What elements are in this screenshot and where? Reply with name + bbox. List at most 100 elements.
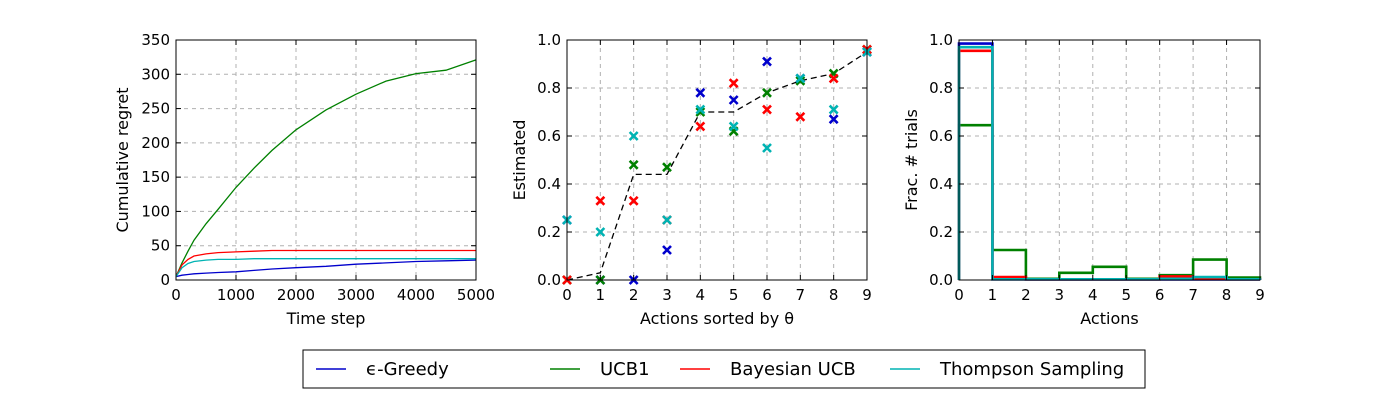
plot-frame [958, 39, 1261, 281]
plot-frame [566, 39, 868, 281]
x-tick-label: 4 [1088, 286, 1098, 304]
y-tick-label: 350 [141, 31, 170, 49]
scatter-point-epsilon_greedy [828, 114, 839, 125]
y-tick-label: 1.0 [929, 31, 953, 49]
scatter-point-thompson [662, 215, 672, 225]
x-tick-label: 9 [862, 286, 872, 304]
scatter-point-bayesian_ucb [828, 73, 839, 84]
legend-item-bayesian_ucb: Bayesian UCB [680, 359, 856, 380]
histogram-step-ucb1 [957, 123, 1262, 281]
scatter-point-thompson [595, 227, 606, 237]
x-tick-label: 2 [629, 286, 639, 304]
series-points-thompson [562, 47, 872, 237]
series-line-bayesian_ucb [175, 249, 476, 277]
x-tick-label: 2000 [277, 286, 315, 304]
y-tick-label: 50 [151, 237, 170, 255]
true-theta-line [566, 51, 868, 281]
x-tick-label: 6 [762, 286, 772, 304]
scatter-point-bayesian_ucb [628, 195, 639, 206]
scatter-point-thompson [762, 143, 772, 153]
x-tick-label: 7 [1188, 286, 1198, 304]
legend-label-ucb1: UCB1 [600, 359, 650, 380]
y-tick-label: 0.4 [929, 175, 953, 193]
y-tick-label: 150 [141, 168, 170, 186]
scatter-point-thompson [695, 104, 706, 115]
y-tick-label: 0.0 [537, 271, 561, 289]
scatter-point-epsilon_greedy [695, 87, 706, 98]
y-tick-label: 0.6 [929, 127, 953, 145]
y-tick-label: 200 [141, 134, 170, 152]
scatter-point-ucb1 [662, 162, 672, 173]
x-axis-label: Time step [286, 309, 366, 328]
x-axis-label: Actions [1080, 309, 1138, 328]
scatter-point-thompson [795, 73, 806, 84]
histogram-step-thompson [957, 45, 1262, 281]
plot-frame [175, 39, 477, 281]
legend-label-bayesian_ucb: Bayesian UCB [730, 359, 856, 380]
x-axis-label: Actions sorted by θ [640, 309, 794, 328]
series-line-epsilon_greedy [175, 259, 477, 278]
scatter-point-ucb1 [795, 75, 806, 86]
y-tick-label: 1.0 [537, 31, 561, 49]
x-tick-label: 4000 [397, 286, 435, 304]
scatter-point-epsilon_greedy [762, 56, 772, 67]
y-axis-label: Estimated [510, 120, 529, 201]
x-tick-label: 6 [1155, 286, 1165, 304]
legend-item-epsilon_greedy: ϵ-Greedy [316, 359, 449, 380]
scatter-point-bayesian_ucb [762, 104, 772, 115]
y-tick-label: 0 [160, 271, 170, 289]
scatter-point-thompson [628, 131, 639, 141]
scatter-point-bayesian_ucb [728, 78, 739, 89]
x-tick-label: 3 [662, 286, 672, 304]
legend-label-thompson: Thompson Sampling [939, 359, 1124, 380]
legend-item-ucb1: UCB1 [550, 359, 650, 380]
chart-panel-1: 0 1 2 3 4 5 6 7 8 9 0.0 0.2 0.4 0.6 0.8 1.0 Actions sort… [510, 31, 872, 328]
x-tick-label: 8 [1222, 286, 1232, 304]
x-tick-label: 4 [696, 286, 706, 304]
legend-label-epsilon_greedy: ϵ-Greedy [366, 359, 449, 380]
x-tick-label: 7 [796, 286, 806, 304]
legend-item-thompson: Thompson Sampling [890, 359, 1124, 380]
y-tick-label: 0.4 [537, 175, 561, 193]
y-tick-label: 300 [141, 65, 170, 83]
x-tick-label: 1 [988, 286, 998, 304]
legend: ϵ-Greedy UCB1 Bayesian UCB Thompson Samplin… [302, 349, 1146, 389]
scatter-point-epsilon_greedy [662, 245, 672, 255]
x-tick-label: 1 [596, 286, 606, 304]
y-tick-label: 0.6 [537, 127, 561, 145]
x-tick-label: 3000 [337, 286, 375, 304]
scatter-point-ucb1 [762, 87, 772, 98]
series-points-epsilon_greedy [562, 47, 872, 285]
y-tick-label: 0.0 [929, 271, 953, 289]
y-tick-label: 100 [141, 202, 170, 220]
x-tick-label: 3 [1055, 286, 1065, 304]
chart-panel-0: 0 1000 2000 3000 4000 5000 0 50 100 150 200 250 300 3… [113, 31, 495, 328]
x-tick-label: 9 [1255, 286, 1265, 304]
x-tick-label: 5 [729, 286, 739, 304]
legend-box [302, 349, 1146, 389]
scatter-point-epsilon_greedy [728, 95, 739, 105]
y-axis-label: Cumulative regret [113, 88, 132, 233]
x-tick-label: 0 [171, 286, 181, 304]
y-tick-label: 0.2 [537, 223, 561, 241]
x-tick-label: 1000 [217, 286, 255, 304]
histogram-step-epsilon_greedy [957, 42, 1262, 281]
scatter-point-bayesian_ucb [795, 111, 806, 122]
chart-panel-2: 0 1 2 3 4 5 6 7 8 9 0.0 0.2 0.4 0.6 0.8 1.0 Actions Frac.… [902, 31, 1265, 328]
chart-panels: 0 1000 2000 3000 4000 50000501001502002503003… [113, 31, 1265, 328]
x-tick-label: 5 [1121, 286, 1131, 304]
series-line-ucb1 [175, 59, 477, 277]
x-tick-label: 5000 [457, 286, 495, 304]
y-tick-label: 250 [141, 100, 170, 118]
y-tick-label: 0.2 [929, 223, 953, 241]
scatter-point-ucb1 [695, 107, 706, 117]
y-tick-label: 0.8 [537, 79, 561, 97]
scatter-point-thompson [728, 121, 739, 132]
scatter-point-thompson [828, 104, 839, 115]
scatter-point-bayesian_ucb [595, 195, 606, 206]
y-tick-label: 0.8 [929, 79, 953, 97]
scatter-point-ucb1 [628, 159, 639, 170]
x-tick-label: 0 [562, 286, 572, 304]
x-tick-label: 2 [1021, 286, 1031, 304]
y-axis-label: Frac. # trials [902, 109, 921, 211]
